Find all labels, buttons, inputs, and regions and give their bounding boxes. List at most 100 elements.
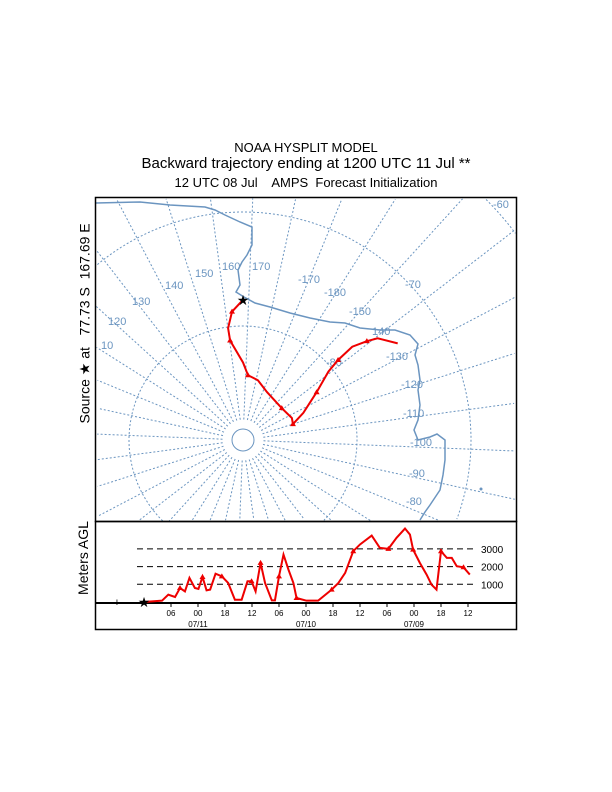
y-tick-label: 2000 (481, 563, 504, 574)
meridian-line (258, 229, 516, 428)
meridian-line (252, 457, 286, 522)
x-tick-label: 00 (194, 609, 203, 618)
x-tick-label: 12 (356, 609, 365, 618)
meridian-label: -110 (403, 408, 424, 420)
height-marker (257, 559, 264, 565)
initialization-subtitle: 12 UTC 08 Jul AMPS Forecast Initializati… (174, 175, 438, 190)
meridian-line (165, 198, 238, 421)
meridian-line (96, 346, 226, 430)
meridian-label: -180 (324, 287, 346, 299)
pole-circle (231, 428, 255, 452)
meridian-line (248, 459, 270, 521)
meridian-line (257, 453, 332, 521)
map-frame (94, 196, 518, 523)
height-marker (218, 573, 225, 579)
meridian-line (96, 250, 231, 425)
meridian-line (209, 198, 241, 420)
height-marker (293, 595, 300, 601)
meridian-label: 160 (222, 261, 240, 273)
source-label: Source ★ at 77.73 S 167.69 E (76, 223, 93, 424)
trajectory-marker (227, 337, 234, 343)
x-tick-label: 18 (221, 609, 230, 618)
trajectory-marker (244, 372, 251, 378)
meridian-line (260, 450, 371, 521)
meridian-label: -70 (405, 279, 421, 291)
source-star-icon: ★ (138, 594, 151, 610)
height-marker (350, 548, 357, 554)
meridian-line (260, 296, 516, 431)
meridian-label: -100 (410, 437, 432, 449)
model-title: NOAA HYSPLIT MODEL (234, 140, 378, 155)
height-marker (410, 546, 417, 552)
meridian-line (263, 402, 515, 438)
meridian-line (245, 460, 255, 520)
height-marker (438, 548, 444, 554)
x-tick-label: 00 (410, 609, 419, 618)
meridian-line (225, 459, 240, 521)
meridian-label: -130 (386, 351, 408, 363)
y-tick-label: 1000 (481, 580, 504, 591)
meridian-line (209, 458, 236, 521)
height-marker (177, 585, 183, 591)
latitude-circle (128, 325, 358, 522)
latitude-circle (97, 211, 472, 520)
meridian-line (261, 447, 440, 521)
trajectory-marker (335, 356, 342, 362)
trajectory-marker (229, 308, 236, 314)
height-marker (460, 564, 467, 570)
x-tick-label: 12 (248, 609, 257, 618)
meridian-label: 140 (372, 326, 390, 338)
meridian-line (243, 198, 254, 420)
x-tick-label: 06 (275, 609, 284, 618)
height-marker (276, 573, 282, 579)
map-panel: -6017016015014013012010-170-180-70-15014… (95, 198, 516, 522)
meridian-label: 170 (252, 261, 270, 273)
meridian-line (262, 352, 515, 435)
height-line (143, 527, 471, 603)
meridian-line (255, 455, 305, 520)
meridian-line (95, 306, 229, 427)
meridian-line (138, 452, 228, 522)
x-tick-label: 12 (464, 609, 473, 618)
x-date-label: 07/09 (404, 620, 425, 629)
meridian-line (262, 443, 515, 500)
height-marker (328, 586, 335, 592)
x-tick-label: 18 (437, 609, 446, 618)
x-date-label: 07/11 (188, 620, 208, 629)
meridian-label: -170 (298, 274, 320, 286)
meridian-line (253, 198, 396, 423)
meridian-label: -150 (349, 306, 371, 318)
coastline (95, 201, 446, 521)
meridian-label: -90 (409, 468, 425, 480)
meridian-line (263, 440, 515, 452)
x-tick-label: 06 (167, 609, 176, 618)
height-marker (248, 578, 255, 584)
meridian-label: 150 (195, 268, 213, 280)
meridian-line (116, 199, 234, 423)
meridian-line (97, 379, 225, 433)
x-tick-label: 18 (329, 609, 338, 618)
trajectory-marker (289, 421, 296, 427)
meridian-line (191, 457, 233, 522)
y-axis-label: Meters AGL (75, 521, 91, 595)
source-star-icon: ★ (237, 292, 250, 308)
meridian-label: 10 (101, 340, 113, 352)
height-marker (385, 545, 392, 551)
y-tick-label: 3000 (481, 545, 504, 556)
plus-marker-icon: + (114, 597, 120, 609)
trajectory-marker (363, 338, 370, 344)
x-tick-label: 06 (383, 609, 392, 618)
height-frame (94, 520, 518, 631)
meridian-label: 130 (132, 296, 150, 308)
meridian-line (246, 199, 296, 421)
trajectory-marker (313, 389, 320, 395)
meridian-label: -120 (401, 379, 423, 391)
meridian-line (98, 407, 224, 437)
meridian-label: -60 (493, 199, 509, 211)
meridian-line (239, 460, 243, 520)
latitude-circle (485, 199, 516, 234)
height-marker (199, 573, 206, 579)
trajectory-marker (278, 405, 285, 411)
meridian-label: 140 (165, 280, 183, 292)
